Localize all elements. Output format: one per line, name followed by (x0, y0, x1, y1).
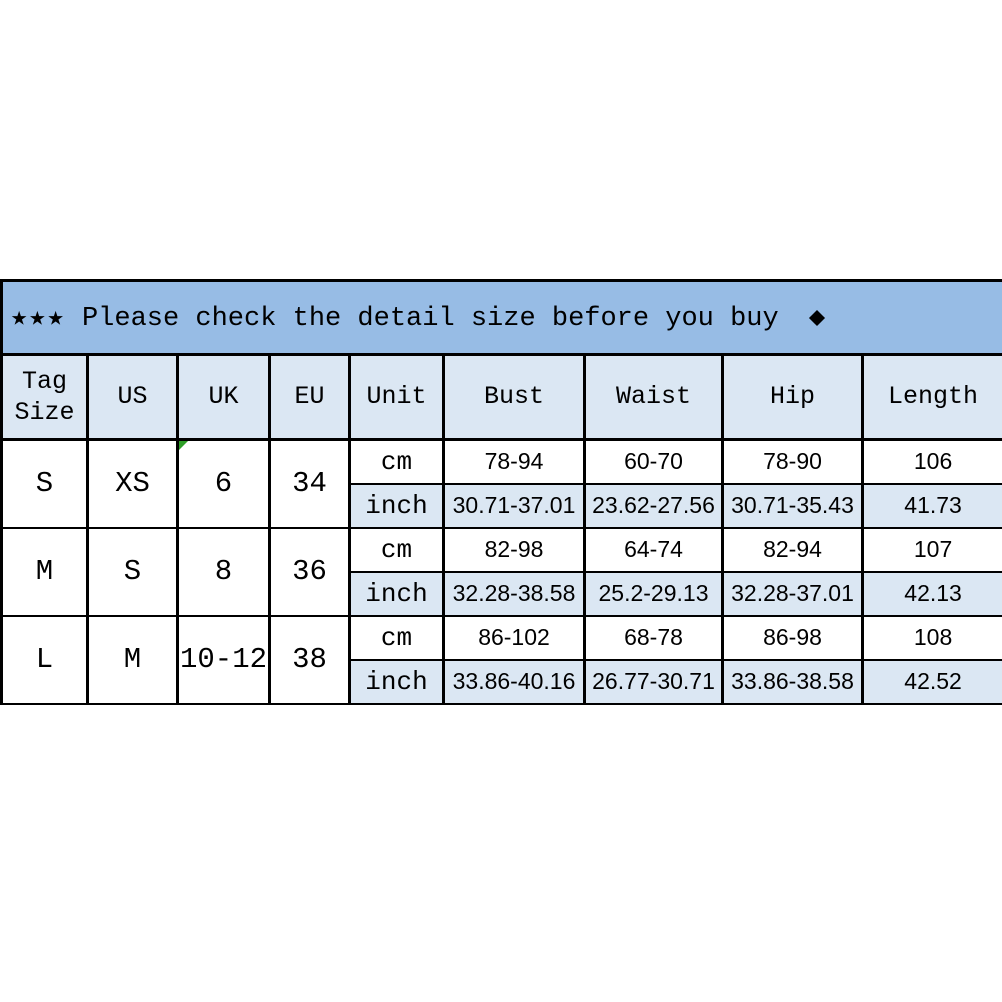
tag-size-cell: S (0, 438, 89, 529)
length-cell: 106 (860, 438, 1002, 485)
unit-cell: inch (348, 570, 445, 617)
eu-size-cell: 36 (268, 526, 351, 617)
table-row: L M 10-12 38 cm 86-102 68-78 86-98 108 (0, 614, 1002, 705)
waist-cell: 25.2-29.13 (583, 570, 724, 617)
diamond-icon: ◆ (808, 304, 826, 334)
waist-cell: 68-78 (583, 614, 724, 661)
tag-size-cell: M (0, 526, 89, 617)
us-size-cell: M (86, 614, 179, 705)
hip-cell: 86-98 (721, 614, 864, 661)
eu-size-cell: 34 (268, 438, 351, 529)
notice-banner: ★★★ Please check the detail size before … (0, 279, 1002, 356)
table-row: M S 8 36 cm 82-98 64-74 82-94 107 (0, 526, 1002, 617)
table-row: inch 33.86-40.16 26.77-30.71 33.86-38.58… (2, 658, 1002, 705)
bust-cell: 30.71-37.01 (442, 482, 586, 529)
hip-cell: 78-90 (721, 438, 864, 485)
size-chart-table: ★★★ Please check the detail size before … (0, 279, 1002, 705)
header-cell-hip: Hip (721, 353, 864, 441)
table-row: inch 32.28-38.58 25.2-29.13 32.28-37.01 … (2, 570, 1002, 617)
length-cell: 108 (860, 614, 1002, 661)
header-cell-bust: Bust (442, 353, 586, 441)
hip-cell: 30.71-35.43 (721, 482, 864, 529)
header-cell-unit: Unit (348, 353, 445, 441)
uk-size-cell: 6 (176, 438, 271, 529)
table-row: inch 30.71-37.01 23.62-27.56 30.71-35.43… (2, 482, 1002, 529)
header-cell-length: Length (860, 353, 1002, 441)
notice-text: Please check the detail size before you … (81, 304, 779, 334)
waist-cell: 26.77-30.71 (583, 658, 724, 705)
hip-cell: 82-94 (721, 526, 864, 573)
bust-cell: 33.86-40.16 (442, 658, 586, 705)
tag-size-cell: L (0, 614, 89, 705)
unit-cell: inch (348, 658, 445, 705)
header-cell-us: US (86, 353, 179, 441)
hip-cell: 32.28-37.01 (721, 570, 864, 617)
bust-cell: 86-102 (442, 614, 586, 661)
header-cell-eu: EU (268, 353, 351, 441)
length-cell: 107 (860, 526, 1002, 573)
header-cell-waist: Waist (583, 353, 724, 441)
uk-size-value: 6 (214, 467, 233, 501)
length-cell: 41.73 (860, 482, 1002, 529)
unit-cell: cm (348, 614, 445, 661)
stars-icon: ★★★ (11, 304, 66, 334)
header-cell-tag-size: Tag Size (0, 353, 89, 441)
uk-size-cell: 10-12 (176, 614, 271, 705)
waist-cell: 60-70 (583, 438, 724, 485)
bust-cell: 32.28-38.58 (442, 570, 586, 617)
notice-banner-cell: ★★★ Please check the detail size before … (0, 279, 1002, 356)
waist-cell: 64-74 (583, 526, 724, 573)
waist-cell: 23.62-27.56 (583, 482, 724, 529)
us-size-cell: S (86, 526, 179, 617)
hip-cell: 33.86-38.58 (721, 658, 864, 705)
header-cell-uk: UK (176, 353, 271, 441)
cell-corner-flag-icon (180, 441, 188, 450)
uk-size-cell: 8 (176, 526, 271, 617)
length-cell: 42.13 (860, 570, 1002, 617)
unit-cell: cm (348, 526, 445, 573)
us-size-cell: XS (86, 438, 179, 529)
bust-cell: 78-94 (442, 438, 586, 485)
length-cell: 42.52 (860, 658, 1002, 705)
unit-cell: cm (348, 438, 445, 485)
bust-cell: 82-98 (442, 526, 586, 573)
unit-cell: inch (348, 482, 445, 529)
table-header-row: Tag Size US UK EU Unit Bust Waist Hip Le… (0, 353, 1002, 441)
table-row: S XS 6 34 cm 78-94 60-70 78-90 106 (0, 438, 1002, 529)
eu-size-cell: 38 (268, 614, 351, 705)
